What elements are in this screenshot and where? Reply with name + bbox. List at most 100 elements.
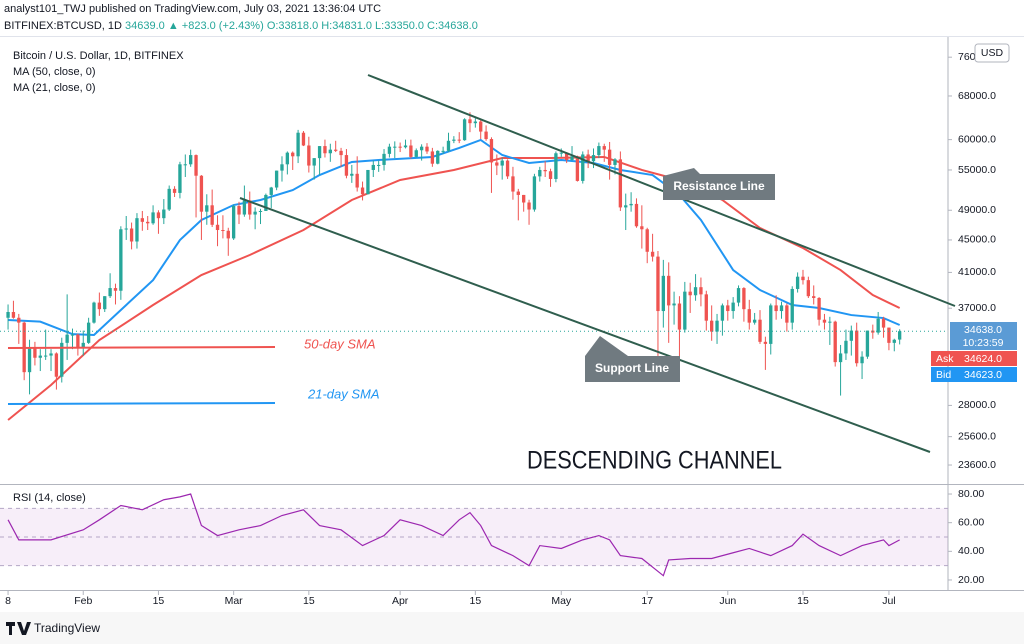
candle-body xyxy=(586,154,590,162)
ohlc: O:33818.0 H:34831.0 L:33350.0 C:34638.0 xyxy=(267,20,478,32)
candle-body xyxy=(650,251,655,257)
candle-body xyxy=(736,288,741,303)
rsi-title: RSI (14, close) xyxy=(13,492,86,504)
y-tick-label: 23600.0 xyxy=(958,459,996,471)
candle-body xyxy=(822,319,827,323)
support-callout xyxy=(585,336,680,382)
candle-body xyxy=(49,353,53,356)
candle-body xyxy=(731,302,735,312)
candle-body xyxy=(33,348,37,358)
candle-body xyxy=(473,121,478,124)
bid-price: 34623.0 xyxy=(964,369,1002,381)
candle-body xyxy=(242,200,247,215)
candle-body xyxy=(865,330,870,357)
support-label: Support Line xyxy=(595,361,669,375)
candle-body xyxy=(688,291,692,296)
currency-badge[interactable] xyxy=(974,43,1010,63)
candle-body xyxy=(855,330,859,364)
candle-body xyxy=(38,355,42,358)
candle-body xyxy=(17,317,21,323)
candle-body xyxy=(344,155,349,176)
candle-body xyxy=(591,155,596,162)
candle-body xyxy=(269,187,273,195)
candle-body xyxy=(672,303,676,306)
y-tick-label: 25600.0 xyxy=(958,430,996,442)
sma50-label: 50-day SMA xyxy=(304,336,376,351)
y-tick-label: 45000.0 xyxy=(958,234,996,246)
candle-body xyxy=(683,291,687,330)
candle-body xyxy=(462,119,467,141)
candle-body xyxy=(323,146,327,154)
sma50-marker-line xyxy=(7,346,276,349)
candle-body xyxy=(189,155,193,165)
legend-ma21: MA (21, close, 0) xyxy=(13,82,96,94)
candle-body xyxy=(296,132,300,157)
candle-body xyxy=(119,229,123,291)
candle-body xyxy=(350,173,354,176)
candle-body xyxy=(376,164,381,166)
candle-body xyxy=(441,150,445,152)
rsi-pane xyxy=(0,493,948,577)
candle-body xyxy=(172,188,177,193)
candle-body xyxy=(27,348,32,373)
y-tick-label: 28000.0 xyxy=(958,399,996,411)
candle-body xyxy=(113,288,118,291)
candle-body xyxy=(527,202,531,210)
x-tick-label: 15 xyxy=(469,595,481,607)
x-tick-label: May xyxy=(551,595,572,607)
candle-body xyxy=(581,154,585,181)
x-tick-label: 17 xyxy=(641,595,653,607)
candle-body xyxy=(436,150,440,164)
candle-body xyxy=(371,164,375,170)
candle-body xyxy=(129,228,134,242)
footer-bar xyxy=(0,612,1024,644)
candle-body xyxy=(795,276,800,289)
candle-body xyxy=(140,218,144,222)
candle-body xyxy=(468,119,472,124)
candle-body xyxy=(339,150,343,156)
candle-body xyxy=(425,146,429,152)
y-tick-label: 80.00 xyxy=(958,488,984,500)
candle-body xyxy=(887,327,891,343)
candle-body xyxy=(844,340,848,354)
y-tick-label: 68000.0 xyxy=(958,90,996,102)
candle-body xyxy=(624,205,628,208)
candle-body xyxy=(538,169,542,177)
candle-body xyxy=(575,156,580,181)
candle-body xyxy=(393,146,397,148)
candle-body xyxy=(677,303,682,330)
last-price-label: 34638.0 xyxy=(964,324,1002,336)
candle-body xyxy=(103,296,107,310)
y-tick-label: 60.00 xyxy=(958,516,984,528)
x-tick-label: 15 xyxy=(303,595,315,607)
candle-body xyxy=(452,139,456,141)
footer-logo xyxy=(6,622,31,635)
candle-body xyxy=(215,224,220,231)
support-trend-line xyxy=(239,197,931,453)
moving-average-line xyxy=(8,138,901,337)
ask-price: 34624.0 xyxy=(964,353,1002,365)
resistance-callout xyxy=(663,168,775,200)
candle-body xyxy=(720,305,725,321)
candle-body xyxy=(387,146,392,154)
candle-body xyxy=(838,353,843,363)
x-tick-label: 15 xyxy=(797,595,809,607)
candle-body xyxy=(446,140,451,151)
candle-body xyxy=(43,355,48,357)
candle-body xyxy=(183,164,187,166)
candle-body xyxy=(231,206,236,239)
countdown-label: 10:23:59 xyxy=(963,337,1004,349)
y-tick-label: 40.00 xyxy=(958,545,984,557)
candle-body xyxy=(613,159,617,165)
rsi-line xyxy=(7,493,900,577)
candle-body xyxy=(489,139,494,163)
candle-body xyxy=(769,305,773,344)
candle-body xyxy=(881,318,886,328)
candle-body xyxy=(817,297,821,320)
x-tick-label: 8 xyxy=(5,595,11,607)
candle-body xyxy=(86,322,91,343)
price-change: ▲ +823.0 (+2.43%) xyxy=(168,20,264,32)
candle-body xyxy=(892,339,896,343)
y-tick-label: 55000.0 xyxy=(958,164,996,176)
last-price-badge xyxy=(950,322,1017,350)
